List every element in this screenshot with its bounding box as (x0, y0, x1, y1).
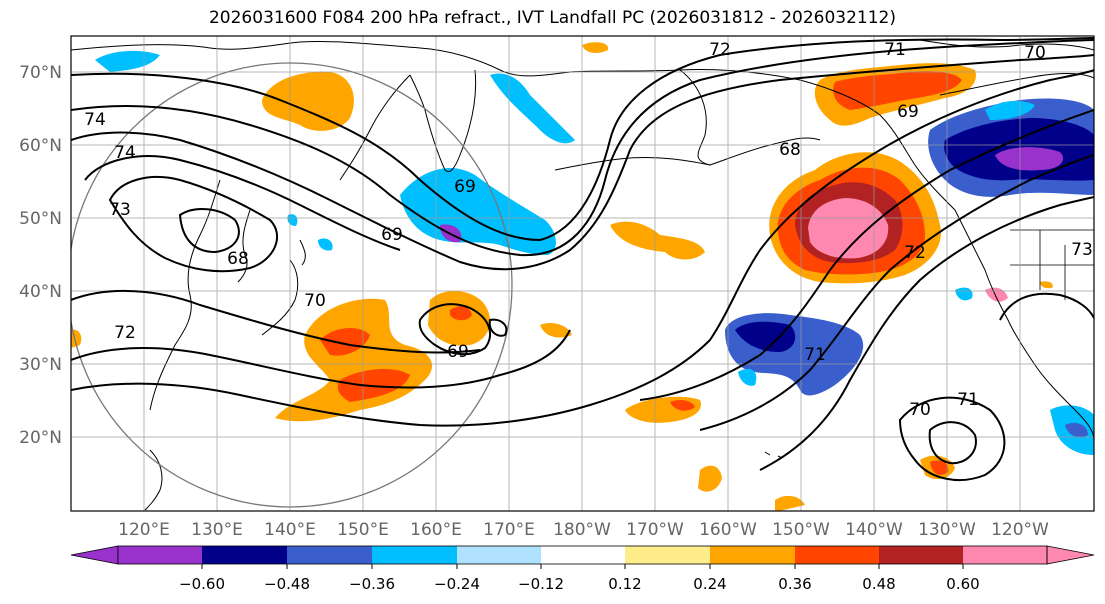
colorbar-tick-label: −0.36 (349, 575, 395, 593)
contour-labels: 72 71 70 69 74 74 73 68 69 70 69 72 68 6… (84, 40, 1093, 420)
negative-anomaly-regions (95, 50, 1094, 455)
lat-label: 50°N (19, 209, 62, 229)
colorbar-tick-label: −0.12 (518, 575, 564, 593)
colorbar-swatch (118, 546, 202, 564)
contour-label: 69 (381, 225, 403, 245)
lon-label: 170°E (483, 520, 535, 540)
lon-label: 180°W (553, 520, 611, 540)
colorbar-swatch (541, 546, 625, 564)
lon-label: 160°W (699, 520, 757, 540)
colorbar-tick-label: 0.48 (862, 575, 895, 593)
lon-label: 140°E (264, 520, 316, 540)
contour-label: 70 (1024, 43, 1046, 63)
contour-label: 68 (779, 140, 801, 160)
colorbar-tick-label: −0.24 (434, 575, 480, 593)
lon-label: 150°E (337, 520, 389, 540)
coastlines (71, 39, 1094, 511)
contour-label: 73 (109, 200, 131, 220)
contour-label: 71 (884, 40, 906, 60)
contour-label: 69 (447, 342, 469, 362)
reference-circle (71, 62, 513, 508)
contour-label: 69 (454, 177, 476, 197)
colorbar-min-arrow (70, 545, 119, 565)
lon-label: 160°E (410, 520, 462, 540)
colorbar: −0.60 −0.48 −0.36 −0.24 −0.12 0.12 0.24 … (70, 545, 1095, 593)
colorbar-tick-label: −0.48 (264, 575, 310, 593)
lon-label: 150°W (772, 520, 830, 540)
lat-label: 70°N (19, 63, 62, 83)
lon-label: 120°E (118, 520, 170, 540)
refractivity-contours (71, 37, 1094, 481)
contour-label: 70 (909, 400, 931, 420)
lon-label: 130°E (191, 520, 243, 540)
colorbar-swatch (287, 546, 372, 564)
colorbar-swatch (879, 546, 963, 564)
contour-label: 74 (84, 110, 106, 130)
contour-label: 74 (114, 143, 136, 163)
colorbar-tick-label: 0.36 (778, 575, 811, 593)
colorbar-swatch (372, 546, 457, 564)
colorbar-swatch (795, 546, 879, 564)
lat-label: 40°N (19, 282, 62, 302)
colorbar-tick-label: 0.24 (693, 575, 726, 593)
contour-label: 72 (709, 40, 731, 60)
colorbar-ticks (201, 564, 964, 569)
lon-label: 170°W (626, 520, 684, 540)
colorbar-tick-label: 0.60 (946, 575, 979, 593)
contour-label: 72 (904, 243, 926, 263)
lat-label: 20°N (19, 428, 62, 448)
colorbar-swatch (710, 546, 795, 564)
colorbar-swatch (625, 546, 710, 564)
colorbar-swatch (457, 546, 541, 564)
lon-label: 120°W (991, 520, 1049, 540)
contour-label: 71 (957, 390, 979, 410)
lat-label: 60°N (19, 136, 62, 156)
contour-label: 73 (1071, 240, 1093, 260)
lon-label: 130°W (918, 520, 976, 540)
contour-label: 68 (227, 249, 249, 269)
latitude-labels: 70°N 60°N 50°N 40°N 30°N 20°N (19, 63, 62, 448)
contour-label: 71 (804, 345, 826, 365)
colorbar-swatch (963, 546, 1047, 564)
contour-label: 69 (897, 102, 919, 122)
map-title: 2026031600 F084 200 hPa refract., IVT La… (208, 8, 896, 28)
contour-label: 70 (304, 291, 326, 311)
colorbar-tick-label: −0.60 (179, 575, 225, 593)
colorbar-swatch (202, 546, 287, 564)
longitude-labels: 120°E 130°E 140°E 150°E 160°E 170°E 180°… (118, 520, 1049, 540)
colorbar-max-arrow (1046, 545, 1095, 565)
contour-label: 72 (114, 323, 136, 343)
lat-label: 30°N (19, 355, 62, 375)
colorbar-tick-label: 0.12 (608, 575, 641, 593)
lon-label: 140°W (845, 520, 903, 540)
